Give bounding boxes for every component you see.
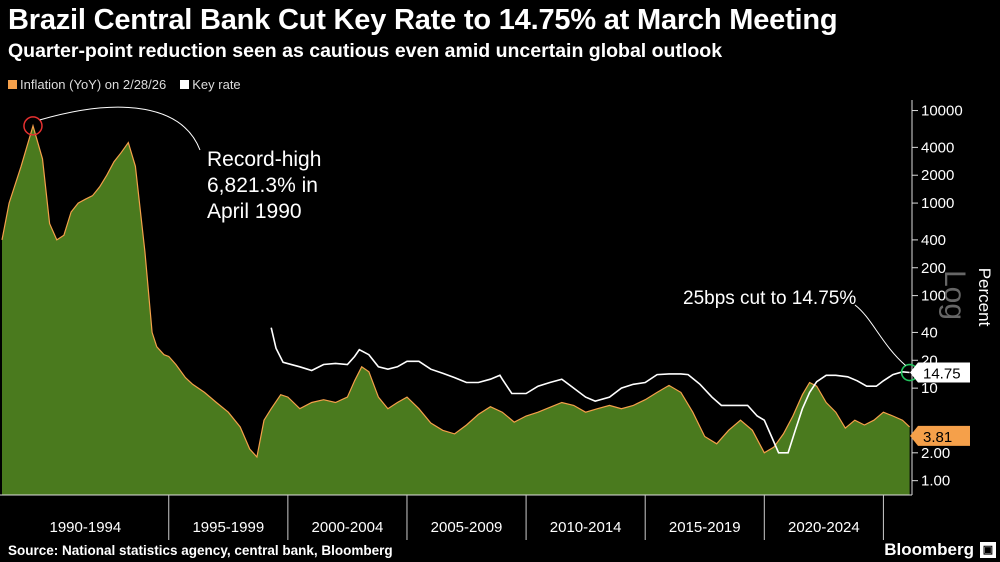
y-tick-label: 100 bbox=[921, 288, 946, 305]
legend-swatch-inflation bbox=[8, 80, 17, 89]
y-tick-label: 1.00 bbox=[921, 473, 950, 490]
y-tick-label: 10000 bbox=[921, 103, 963, 120]
inflation-area bbox=[2, 125, 910, 496]
y-tick-label: 10 bbox=[921, 380, 938, 397]
record-high-annotation: April 1990 bbox=[207, 200, 302, 223]
record-high-marker bbox=[23, 116, 43, 136]
key-rate-end-badge bbox=[910, 362, 970, 383]
key-rate-line bbox=[270, 327, 910, 454]
legend: Inflation (YoY) on 2/28/26 Key rate bbox=[8, 77, 241, 92]
x-period-label: 2005-2009 bbox=[431, 519, 503, 536]
y-axis-title: Percent bbox=[975, 268, 994, 327]
x-period-label: 1990-1994 bbox=[50, 519, 122, 536]
y-tick-label: 40 bbox=[921, 324, 938, 341]
x-period-label: 2015-2019 bbox=[669, 519, 741, 536]
y-tick-label: 1000 bbox=[921, 195, 954, 212]
source-note: Source: National statistics agency, cent… bbox=[8, 543, 393, 558]
brand-mark-icon: ▣ bbox=[980, 542, 996, 558]
legend-swatch-key-rate bbox=[180, 80, 190, 89]
inflation-end-label: 3.81 bbox=[923, 429, 952, 446]
rate-cut-leader bbox=[854, 304, 906, 366]
y-scale-label: Log bbox=[938, 270, 971, 320]
legend-label-inflation: Inflation (YoY) on 2/28/26 bbox=[20, 77, 167, 92]
y-tick-label: 4000 bbox=[921, 139, 954, 156]
y-tick-label: 200 bbox=[921, 260, 946, 277]
legend-item-inflation: Inflation (YoY) on 2/28/26 bbox=[8, 77, 166, 92]
rate-cut-annotation: 25bps cut to 14.75% bbox=[683, 288, 856, 309]
record-high-leader bbox=[39, 106, 201, 151]
brand-logo-text: Bloomberg bbox=[884, 540, 974, 559]
record-high-annotation: Record-high bbox=[207, 148, 321, 171]
legend-item-key-rate: Key rate bbox=[180, 77, 241, 92]
legend-label-key-rate: Key rate bbox=[192, 77, 241, 92]
x-period-label: 2020-2024 bbox=[788, 519, 860, 536]
x-period-label: 2000-2004 bbox=[312, 519, 384, 536]
inflation-line bbox=[1, 123, 911, 459]
inflation-end-badge bbox=[910, 425, 970, 446]
chart-subtitle: Quarter-point reduction seen as cautious… bbox=[8, 40, 723, 62]
y-tick-label: 2000 bbox=[921, 167, 954, 184]
record-high-annotation: 6,821.3% in bbox=[207, 174, 318, 197]
y-tick-label: 2.00 bbox=[921, 445, 950, 462]
y-tick-label: 400 bbox=[921, 232, 946, 249]
x-period-label: 2010-2014 bbox=[550, 519, 622, 536]
key-rate-end-label: 14.75 bbox=[923, 366, 961, 383]
chart-title: Brazil Central Bank Cut Key Rate to 14.7… bbox=[8, 4, 838, 36]
x-period-label: 1995-1999 bbox=[192, 519, 264, 536]
